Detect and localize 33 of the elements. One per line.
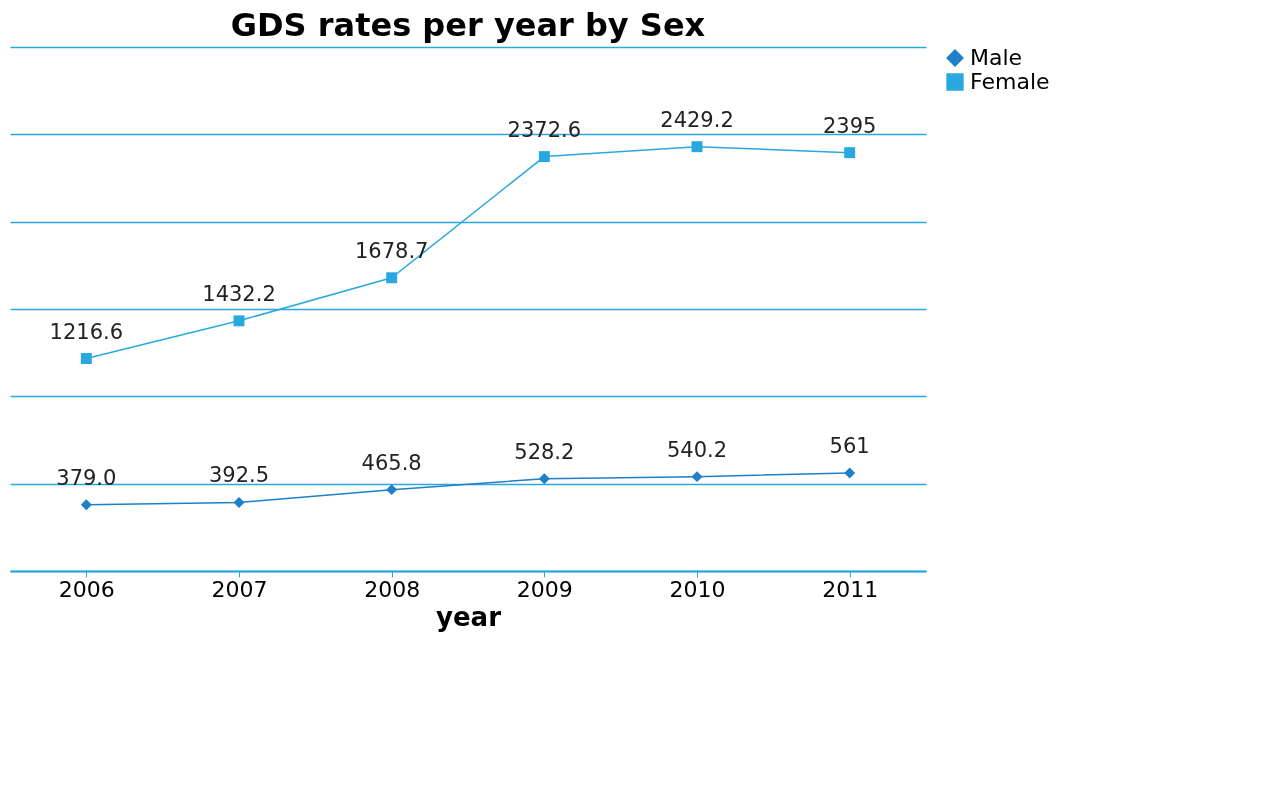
- data-label: 1432.2: [202, 281, 276, 306]
- x-tick-label: 2011: [822, 576, 879, 602]
- legend-label: Female: [970, 69, 1050, 94]
- data-label: 379.0: [56, 465, 117, 490]
- point: [386, 272, 398, 284]
- x-tick-label: 2008: [364, 576, 421, 602]
- point: [538, 151, 550, 163]
- chart-title: GDS rates per year by Sex: [230, 6, 706, 44]
- point: [844, 467, 856, 479]
- x-tick-label: 2009: [516, 576, 573, 602]
- point: [538, 473, 550, 485]
- point: [80, 353, 92, 364]
- point: [386, 484, 398, 496]
- data-label: 2395: [822, 113, 877, 138]
- x-tick-label: 2007: [211, 576, 268, 602]
- point: [691, 141, 703, 153]
- data-label: 1216.6: [49, 319, 124, 344]
- data-label: 2429.2: [660, 107, 734, 132]
- data-label: 540.2: [666, 437, 728, 462]
- point: [691, 471, 703, 483]
- point: [80, 499, 92, 511]
- data-label: 1678.7: [354, 238, 429, 263]
- x-tick-label: 2006: [58, 576, 115, 602]
- data-label: 465.8: [361, 450, 422, 475]
- point: [233, 496, 245, 508]
- data-label: 392.5: [208, 463, 270, 488]
- point: [233, 315, 245, 327]
- data-label: 528.2: [514, 439, 575, 464]
- point: [844, 147, 856, 159]
- data-label: 561: [829, 434, 870, 459]
- legend-label: Male: [970, 45, 1023, 70]
- x-tick-label: 2010: [669, 576, 726, 602]
- x-axis-title: year: [436, 601, 502, 632]
